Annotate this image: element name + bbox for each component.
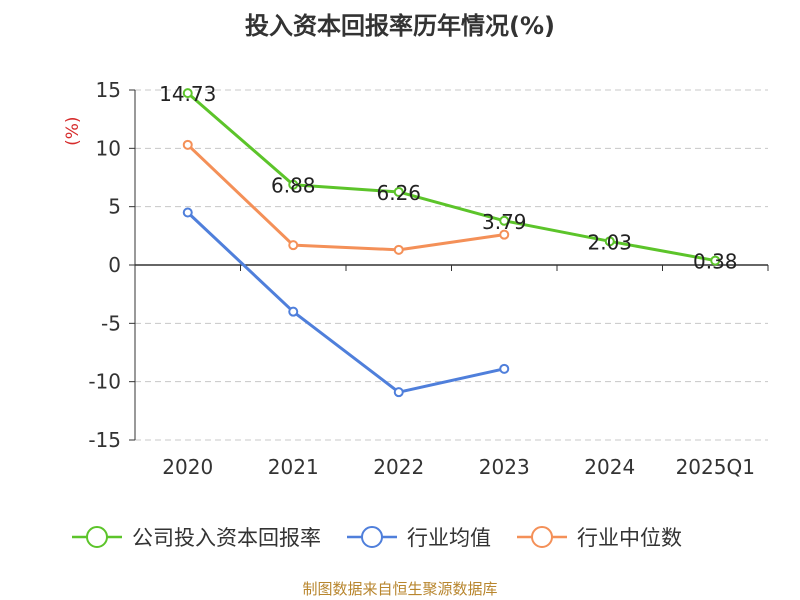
data-point xyxy=(393,186,404,197)
y-tick-label: -15 xyxy=(88,428,121,452)
data-point xyxy=(288,240,299,251)
x-tick-label: 2023 xyxy=(479,455,530,479)
legend-marker xyxy=(86,526,108,548)
data-point xyxy=(499,229,510,240)
data-point xyxy=(393,387,404,398)
data-point xyxy=(182,139,193,150)
data-point xyxy=(182,207,193,218)
series-line xyxy=(186,211,505,394)
data-point xyxy=(499,363,510,374)
legend-label: 行业均值 xyxy=(407,526,491,550)
data-point xyxy=(710,255,721,266)
data-point xyxy=(182,88,193,99)
data-label: 2.03 xyxy=(587,230,632,254)
y-tick-label: -10 xyxy=(88,370,121,394)
x-tick-label: 2021 xyxy=(268,455,319,479)
x-tick-label: 2024 xyxy=(584,455,635,479)
data-label: 6.88 xyxy=(271,174,316,198)
x-tick-label: 2020 xyxy=(162,455,213,479)
data-point xyxy=(393,244,404,255)
source-note: 制图数据来自恒生聚源数据库 xyxy=(302,580,498,598)
data-label: 14.73 xyxy=(159,82,216,106)
data-label: 0.38 xyxy=(693,250,738,274)
y-tick-label: 15 xyxy=(96,78,121,102)
series-line xyxy=(186,143,505,252)
y-axis-label: (%) xyxy=(63,116,83,145)
y-tick-label: 5 xyxy=(108,195,121,219)
data-point xyxy=(499,215,510,226)
legend-marker xyxy=(361,526,383,548)
x-tick-label: 2022 xyxy=(373,455,424,479)
chart-title: 投入资本回报率历年情况(%) xyxy=(245,12,555,40)
data-point xyxy=(604,236,615,247)
y-tick-label: 10 xyxy=(96,136,121,160)
x-tick-label: 2025Q1 xyxy=(676,455,755,479)
series-line xyxy=(186,92,716,263)
data-point xyxy=(288,179,299,190)
y-tick-label: 0 xyxy=(108,253,121,277)
legend-label: 公司投入资本回报率 xyxy=(132,526,321,550)
data-label: 6.26 xyxy=(376,181,421,205)
data-point xyxy=(288,306,299,317)
legend-marker xyxy=(531,526,553,548)
legend-label: 行业中位数 xyxy=(577,526,682,550)
y-tick-label: -5 xyxy=(101,311,121,335)
